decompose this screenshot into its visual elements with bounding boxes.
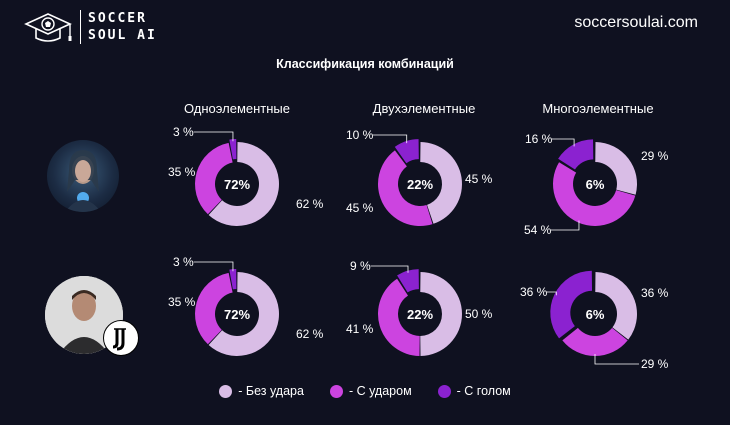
slice-label: 36 % bbox=[520, 285, 548, 299]
donut-slice-no-shot bbox=[595, 272, 637, 340]
slice-label: 50 % bbox=[465, 307, 493, 321]
legend: - Без удара - С ударом - С голом bbox=[0, 384, 730, 398]
donut-slice-with-goal bbox=[229, 269, 237, 290]
legend-dot-icon bbox=[219, 384, 233, 398]
slice-label: 41 % bbox=[346, 322, 374, 336]
ai-woman-portrait-icon bbox=[65, 150, 101, 212]
chart-title: Классификация комбинаций bbox=[276, 57, 454, 71]
legend-label: - С ударом bbox=[348, 384, 412, 398]
slice-label: 35 % bbox=[168, 165, 196, 179]
donut-slice-with-goal bbox=[550, 270, 593, 339]
legend-item-with-goal: - С голом bbox=[437, 384, 511, 398]
legend-dot-icon bbox=[329, 384, 343, 398]
donut-slice-with-goal bbox=[229, 139, 237, 160]
legend-label: - Без удара bbox=[238, 384, 304, 398]
donut-slice-with-goal bbox=[397, 269, 419, 293]
donut-slice-no-shot bbox=[595, 142, 637, 195]
slice-label: 29 % bbox=[641, 357, 669, 371]
leader-line bbox=[193, 261, 234, 272]
brand-name-line2: SOUL AI bbox=[88, 28, 157, 43]
leader-line bbox=[372, 134, 408, 144]
leader-line bbox=[594, 354, 639, 365]
slice-label: 35 % bbox=[168, 295, 196, 309]
donut-center-label: 72% bbox=[224, 177, 250, 192]
slice-label: 54 % bbox=[524, 223, 552, 237]
site-url[interactable]: soccersoulai.com bbox=[574, 14, 698, 31]
brand-logo bbox=[22, 8, 182, 48]
donut-slice-with-goal bbox=[558, 139, 594, 170]
brand-name-line1: SOCCER bbox=[88, 11, 147, 26]
legend-item-no-shot: - Без удара bbox=[219, 384, 304, 398]
ai-avatar bbox=[47, 140, 119, 212]
donut-center-label: 22% bbox=[407, 307, 433, 322]
legend-dot-icon bbox=[437, 384, 451, 398]
donut-slice-with-shot bbox=[553, 162, 636, 226]
column-title-double: Двухэлементные bbox=[372, 101, 476, 116]
slice-label: 36 % bbox=[641, 286, 669, 300]
slice-label: 9 % bbox=[350, 259, 371, 273]
slice-label: 10 % bbox=[346, 128, 374, 142]
slice-label: 45 % bbox=[346, 201, 374, 215]
legend-label: - С голом bbox=[456, 384, 511, 398]
donut-slice-no-shot bbox=[420, 272, 463, 356]
donut-slice-no-shot bbox=[208, 142, 280, 226]
donut-slice-no-shot bbox=[208, 272, 279, 356]
donut-center-label: 72% bbox=[224, 307, 250, 322]
leader-line bbox=[370, 265, 409, 273]
slice-label: 45 % bbox=[465, 172, 493, 186]
donut-slice-no-shot bbox=[420, 142, 462, 224]
slice-label: 3 % bbox=[173, 255, 194, 269]
leader-line bbox=[550, 220, 580, 231]
donut-center-label: 6% bbox=[586, 177, 605, 192]
donut-slice-with-shot bbox=[377, 278, 420, 356]
column-title-multi: Многоэлементные bbox=[542, 101, 654, 116]
slice-label: 29 % bbox=[641, 149, 669, 163]
leader-line bbox=[193, 131, 234, 142]
soccer-ball-graduation-icon bbox=[24, 13, 72, 42]
brand-name: SOCCER SOUL AI bbox=[88, 10, 157, 44]
donut-slice-with-shot bbox=[194, 272, 233, 345]
slice-label: 62 % bbox=[296, 327, 324, 341]
leader-line bbox=[546, 291, 557, 296]
donut-slice-with-shot bbox=[378, 150, 433, 226]
slice-label: 3 % bbox=[173, 125, 194, 139]
leader-line bbox=[551, 138, 575, 147]
donut-center-label: 22% bbox=[407, 177, 433, 192]
juventus-logo bbox=[103, 320, 139, 356]
donut-slice-with-shot bbox=[195, 142, 233, 215]
slice-label: 62 % bbox=[296, 197, 324, 211]
logo-divider bbox=[80, 10, 81, 44]
column-title-single: Одноэлементные bbox=[183, 101, 291, 116]
donut-slice-with-shot bbox=[562, 327, 628, 357]
slice-label: 16 % bbox=[525, 132, 553, 146]
donut-center-label: 6% bbox=[586, 307, 605, 322]
juventus-icon bbox=[112, 328, 126, 351]
donut-slice-with-goal bbox=[394, 139, 419, 164]
legend-item-with-shot: - С ударом bbox=[329, 384, 412, 398]
